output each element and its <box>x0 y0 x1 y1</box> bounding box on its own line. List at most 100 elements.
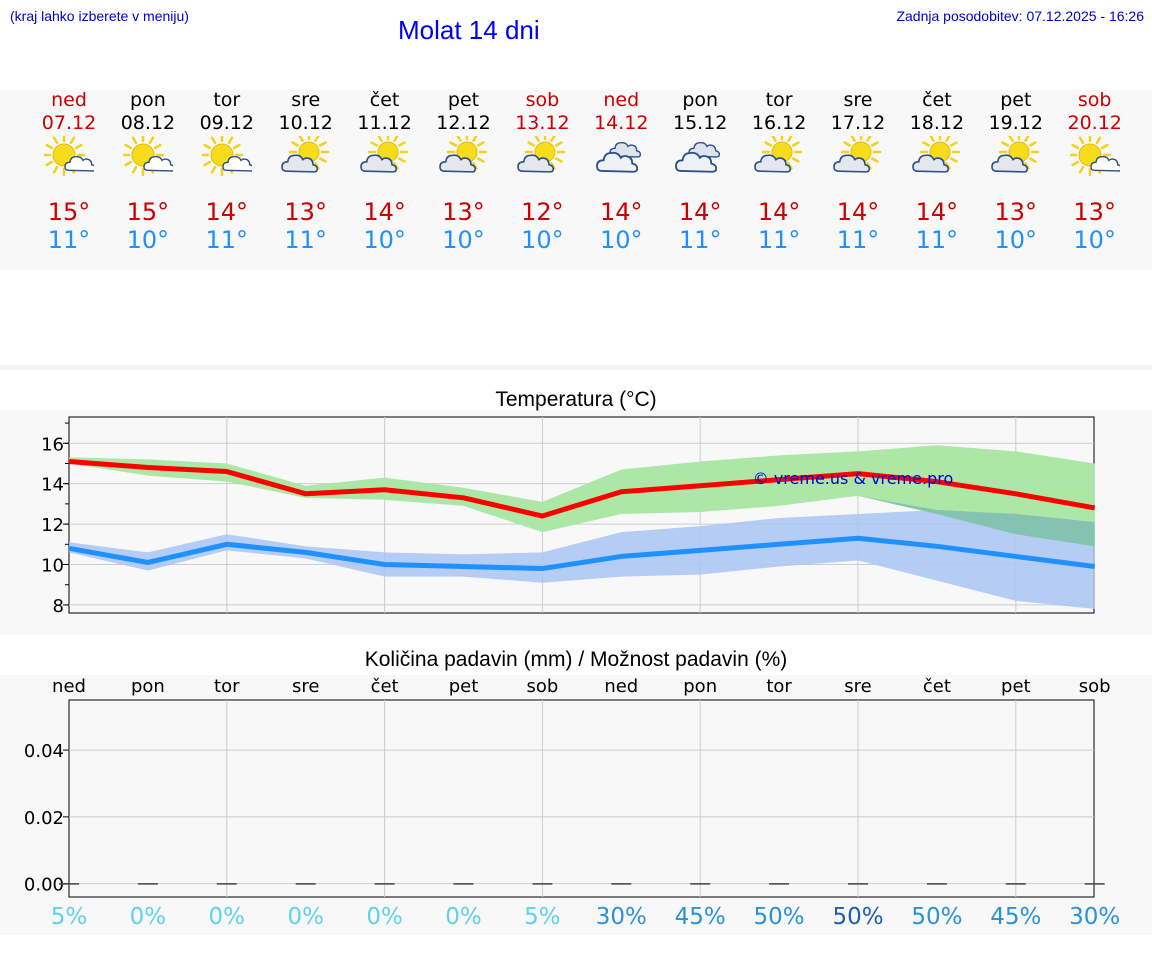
min-temperature: 11° <box>915 226 959 254</box>
precipitation-bar <box>59 883 79 885</box>
day-name: pon <box>682 89 719 111</box>
min-range-band <box>69 509 1095 609</box>
sun-cloud-icon <box>42 133 97 180</box>
daily-forecast: ned 07.12 15° 11° pon 08.12 15° 10° tor 09.12 14° 1… <box>0 0 1152 300</box>
min-temperature: 11° <box>757 226 801 254</box>
cloud-sun-icon <box>438 131 489 180</box>
max-temperature: 13° <box>284 198 327 226</box>
day-date: 08.12 <box>120 112 176 134</box>
precipitation-bar <box>137 883 158 885</box>
min-temperature: 11° <box>205 226 249 254</box>
max-temperature: 14° <box>915 198 959 226</box>
cloud-sun-icon <box>517 131 567 180</box>
max-temperature-line <box>68 458 1096 519</box>
day-date: 12.12 <box>436 112 491 134</box>
day-name: pon <box>130 89 166 111</box>
day-name: tor <box>765 89 793 111</box>
max-range-band <box>69 445 1095 547</box>
day-date: 17.12 <box>830 112 886 134</box>
precipitation-bar <box>374 883 395 885</box>
cloud-sun-icon <box>991 131 1041 180</box>
day-date: 07.12 <box>41 112 97 134</box>
day-name: sre <box>843 89 873 111</box>
overlap-band <box>858 495 1095 547</box>
day-date: 13.12 <box>515 112 570 134</box>
precipitation-bar <box>926 883 947 885</box>
cloudy-icon <box>596 136 646 180</box>
cloud-sun-icon <box>912 131 962 180</box>
min-temperature: 10° <box>994 226 1038 254</box>
precipitation-bar <box>848 883 868 885</box>
page-title: Molat 14 dni <box>398 15 540 45</box>
day-name: pet <box>447 89 480 111</box>
y-tick-label: 14 <box>41 475 64 496</box>
max-temperature: 14° <box>600 198 643 226</box>
precipitation-bar <box>611 883 632 885</box>
precipitation-bar <box>690 883 711 885</box>
day-date: 10.12 <box>278 112 333 134</box>
max-temperature: 14° <box>678 198 722 226</box>
day-name: tor <box>213 89 241 111</box>
day-date: 16.12 <box>751 112 807 134</box>
cloud-sun-icon <box>280 131 331 180</box>
min-temperature: 10° <box>600 226 643 254</box>
cloudy-icon <box>675 136 725 180</box>
temperature-chart-title: Temperatura (°C) <box>495 388 657 411</box>
precipitation-bar <box>1084 883 1105 885</box>
sun-cloud-icon <box>121 133 175 180</box>
cloud-sun-icon <box>833 131 883 180</box>
cloud-sun-icon <box>754 131 804 180</box>
min-temperature: 11° <box>47 226 91 254</box>
day-name: sob <box>1077 89 1112 111</box>
day-name: čet <box>922 89 952 111</box>
day-name: ned <box>603 89 640 111</box>
precipitation-bar <box>769 883 790 885</box>
day-date: 11.12 <box>357 112 412 134</box>
max-temperature: 13° <box>994 198 1038 226</box>
watermark: © vreme.us & vreme.pro <box>753 469 954 488</box>
sun-cloud-icon <box>1068 133 1122 180</box>
precipitation-chart: 0.00 0.02 0.04 <box>24 699 1105 898</box>
day-date: 20.12 <box>1067 112 1122 134</box>
y-tick-label: 0.02 <box>24 808 64 829</box>
max-temperature: 13° <box>442 198 485 226</box>
y-tick-label: 16 <box>41 434 64 455</box>
temperature-chart: 8 10 12 14 16 © vreme.us & vreme.pro <box>41 416 1096 617</box>
sun-cloud-icon <box>200 133 254 180</box>
precipitation-bar <box>1005 883 1026 885</box>
max-temperature: 12° <box>521 198 564 226</box>
min-temperature: 10° <box>126 226 170 254</box>
precipitation-bar <box>532 883 553 885</box>
plot-area <box>68 699 1095 898</box>
max-temperature: 14° <box>363 198 406 226</box>
min-temperature: 11° <box>284 226 327 254</box>
day-name: pet <box>1000 89 1032 111</box>
divider <box>0 365 1152 370</box>
day-date: 14.12 <box>594 112 649 134</box>
min-temperature: 11° <box>678 226 722 254</box>
y-tick-label: 10 <box>41 556 64 577</box>
max-temperature: 14° <box>836 198 880 226</box>
cloud-sun-icon <box>359 131 410 180</box>
y-tick-label: 0.04 <box>24 741 64 762</box>
day-date: 18.12 <box>909 112 965 134</box>
day-name: sre <box>291 89 321 111</box>
day-name: sob <box>525 89 560 111</box>
day-name: čet <box>369 89 400 111</box>
last-updated: Zadnja posodobitev: 07.12.2025 - 16:26 <box>896 8 1144 24</box>
y-tick-label: 12 <box>41 515 64 536</box>
min-temperature: 10° <box>521 226 564 254</box>
min-temperature-line <box>68 535 1096 572</box>
min-temperature: 10° <box>363 226 406 254</box>
min-temperature: 10° <box>1073 226 1116 254</box>
day-date: 19.12 <box>988 112 1043 134</box>
day-name: ned <box>51 89 87 111</box>
forecast-strip <box>0 90 1152 270</box>
max-temperature: 14° <box>205 198 249 226</box>
day-date: 09.12 <box>199 112 254 134</box>
max-temperature: 15° <box>47 198 91 226</box>
precipitation-bar <box>216 883 237 885</box>
y-tick-label: 8 <box>53 596 64 617</box>
day-date: 15.12 <box>672 112 728 134</box>
max-temperature: 14° <box>757 198 801 226</box>
